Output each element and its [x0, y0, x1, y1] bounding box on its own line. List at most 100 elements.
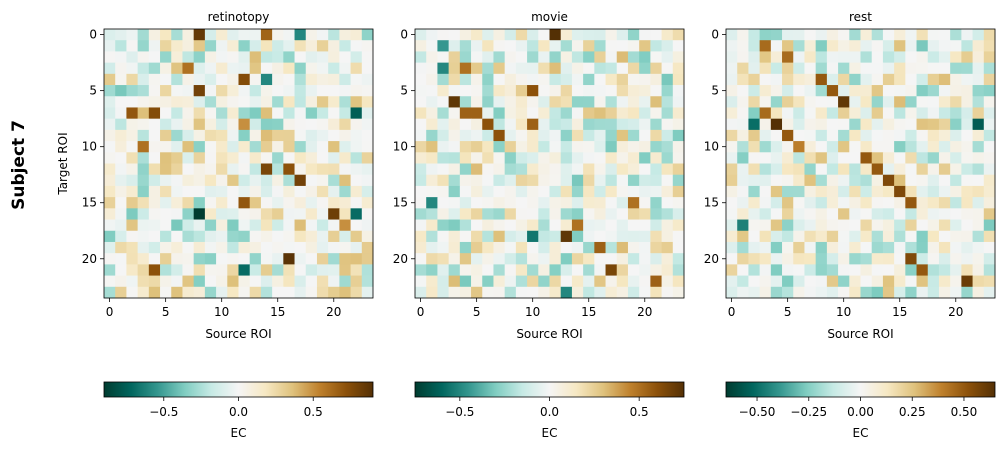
heatmap-cell — [316, 230, 329, 243]
heatmap-cell — [339, 197, 351, 209]
heatmap-cell — [770, 163, 783, 176]
heatmap-cell — [583, 230, 595, 243]
heatmap-cell — [137, 275, 150, 288]
heatmap-cell — [583, 275, 595, 288]
heatmap-cell — [148, 185, 161, 198]
heatmap-cell — [826, 107, 839, 120]
heatmap-cell — [594, 129, 606, 142]
heatmap-cell — [972, 51, 985, 64]
heatmap-cell — [627, 29, 640, 41]
heatmap-cell — [182, 197, 195, 209]
heatmap-cell — [272, 275, 284, 288]
heatmap-cell — [726, 275, 738, 288]
heatmap-cell — [605, 174, 618, 187]
heatmap-cell — [283, 185, 295, 198]
heatmap-cell — [793, 208, 805, 220]
heatmap-cell — [426, 163, 438, 176]
heatmap-cell — [616, 73, 629, 86]
heatmap-cell — [126, 163, 139, 176]
heatmap-cell — [627, 118, 640, 131]
heatmap-cell — [605, 275, 618, 288]
heatmap-cell — [927, 40, 940, 52]
heatmap-cell — [527, 264, 539, 276]
heatmap-cell — [639, 141, 651, 153]
heatmap-cell — [415, 141, 427, 153]
heatmap-cell — [950, 163, 962, 176]
heatmap-cell — [882, 197, 895, 209]
heatmap-cell — [938, 141, 951, 153]
heatmap-cell — [726, 185, 738, 198]
heatmap-cell — [193, 163, 206, 176]
heatmap-cell — [639, 73, 651, 86]
heatmap-cell — [104, 51, 116, 64]
heatmap-cell — [627, 275, 640, 288]
heatmap-cell — [916, 275, 929, 288]
heatmap-cell — [361, 185, 374, 198]
heatmap-cell — [748, 107, 761, 120]
heatmap-cell — [294, 85, 307, 97]
heatmap-cell — [361, 129, 374, 142]
heatmap-cell — [661, 286, 674, 299]
heatmap-cell — [339, 275, 351, 288]
heatmap-cell — [437, 51, 450, 64]
heatmap-cell — [860, 62, 873, 75]
heatmap-cell — [260, 29, 273, 41]
heatmap-cell — [560, 129, 573, 142]
heatmap-cell — [627, 253, 640, 265]
heatmap-cell — [148, 129, 161, 142]
heatmap-cell — [238, 85, 251, 97]
heatmap-cell — [661, 230, 674, 243]
heatmap-cell — [182, 152, 195, 164]
heatmap-cell — [350, 219, 363, 232]
heatmap-cell — [160, 29, 172, 41]
heatmap-cell — [160, 230, 172, 243]
heatmap-cell — [838, 152, 850, 164]
heatmap-cell — [748, 253, 761, 265]
heatmap-cell — [160, 40, 172, 52]
heatmap-cell — [260, 174, 273, 187]
heatmap-cell — [426, 174, 438, 187]
heatmap-cell — [916, 163, 929, 176]
heatmap-cell — [927, 73, 940, 86]
heatmap-cell — [504, 286, 517, 299]
heatmap-cell — [272, 129, 284, 142]
heatmap-cell — [493, 185, 506, 198]
heatmap-cell — [283, 118, 295, 131]
heatmap-cell — [350, 253, 363, 265]
heatmap-cell — [616, 275, 629, 288]
heatmap-cell — [204, 185, 217, 198]
heatmap-cell — [328, 40, 340, 52]
heatmap-cell — [171, 174, 183, 187]
heatmap-cell — [426, 118, 438, 131]
heatmap-cell — [504, 29, 517, 41]
heatmap-cell — [661, 129, 674, 142]
heatmap-cell — [426, 73, 438, 86]
heatmap-cell — [426, 152, 438, 164]
heatmap-cell — [894, 62, 906, 75]
heatmap-cell — [938, 73, 951, 86]
heatmap-cell — [316, 163, 329, 176]
heatmap-cell — [894, 141, 906, 153]
heatmap-cell — [782, 73, 794, 86]
heatmap-cell — [616, 185, 629, 198]
heatmap-cell — [804, 29, 817, 41]
heatmap-cell — [426, 107, 438, 120]
heatmap-cell — [639, 174, 651, 187]
heatmap-cell — [182, 241, 195, 254]
heatmap-cell — [826, 152, 839, 164]
heatmap-cell — [482, 118, 494, 131]
heatmap-cell — [527, 118, 539, 131]
heatmap-cell — [148, 107, 161, 120]
heatmap-cell — [272, 118, 284, 131]
heatmap-cell — [193, 107, 206, 120]
heatmap-cell — [583, 174, 595, 187]
heatmap-cell — [782, 163, 794, 176]
heatmap-cell — [538, 219, 550, 232]
heatmap-cell — [894, 197, 906, 209]
heatmap-cell — [793, 174, 805, 187]
heatmap-cell — [650, 230, 662, 243]
heatmap-cell — [305, 152, 318, 164]
heatmap-cell — [448, 96, 461, 108]
heatmap-cell — [249, 163, 262, 176]
